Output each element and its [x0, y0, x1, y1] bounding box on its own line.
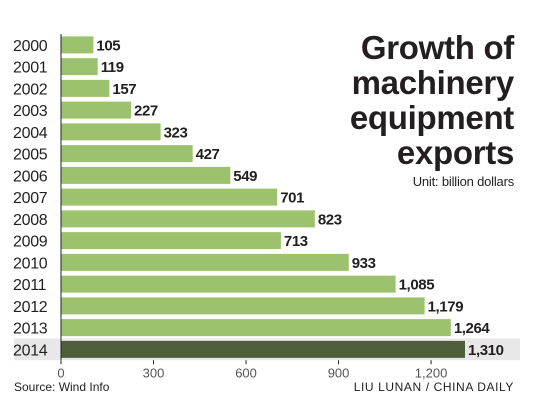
bar [61, 188, 278, 206]
x-tick-label: 1,200 [415, 365, 448, 380]
value-label: 119 [101, 59, 124, 76]
bar [61, 319, 451, 337]
bar [61, 253, 349, 271]
year-label: 2004 [13, 125, 48, 142]
year-label: 2014 [13, 342, 48, 359]
value-label: 1,310 [468, 342, 504, 359]
year-label: 2008 [13, 212, 48, 229]
unit-label: Unit: billion dollars [412, 174, 514, 189]
year-label: 2002 [13, 81, 48, 98]
source-label: Source: Wind Info [14, 380, 110, 394]
x-tick-label: 900 [328, 365, 350, 380]
year-label: 2010 [13, 255, 48, 272]
year-label: 2013 [13, 321, 48, 338]
bar [61, 36, 94, 54]
year-label: 2005 [13, 147, 48, 164]
value-label: 549 [233, 168, 257, 185]
value-label: 227 [134, 103, 158, 120]
bar [61, 232, 281, 250]
bar [61, 145, 193, 163]
x-tick-label: 0 [57, 365, 64, 380]
bar [61, 123, 161, 141]
value-label: 1,264 [454, 320, 491, 337]
value-label: 933 [352, 255, 376, 272]
value-label: 105 [96, 37, 120, 54]
bar [61, 275, 396, 293]
year-label: 2011 [13, 277, 47, 294]
value-label: 701 [280, 190, 304, 207]
chart-title: Growth of machinery equipment exports [349, 29, 514, 171]
x-tick-label: 300 [143, 365, 165, 380]
bar [61, 210, 315, 228]
value-label: 1,179 [428, 298, 464, 315]
value-label: 157 [112, 81, 136, 98]
value-label: 1,085 [399, 277, 435, 294]
x-tick-label: 600 [235, 365, 257, 380]
bar [61, 101, 132, 119]
bar [61, 166, 231, 184]
value-label: 427 [196, 146, 220, 163]
year-label: 2000 [13, 38, 48, 55]
value-label: 713 [284, 233, 308, 250]
year-label: 2009 [13, 234, 48, 251]
year-label: 2007 [13, 190, 48, 207]
bar [61, 297, 425, 315]
bar [61, 340, 466, 358]
year-label: 2006 [13, 168, 48, 185]
bar [61, 58, 98, 76]
year-label: 2012 [13, 299, 48, 316]
bar [61, 79, 110, 97]
value-label: 823 [318, 211, 342, 228]
value-label: 323 [164, 124, 188, 141]
year-label: 2001 [13, 60, 48, 77]
year-label: 2003 [13, 103, 48, 120]
credit-label: LIU LUNAN / CHINA DAILY [353, 380, 514, 394]
